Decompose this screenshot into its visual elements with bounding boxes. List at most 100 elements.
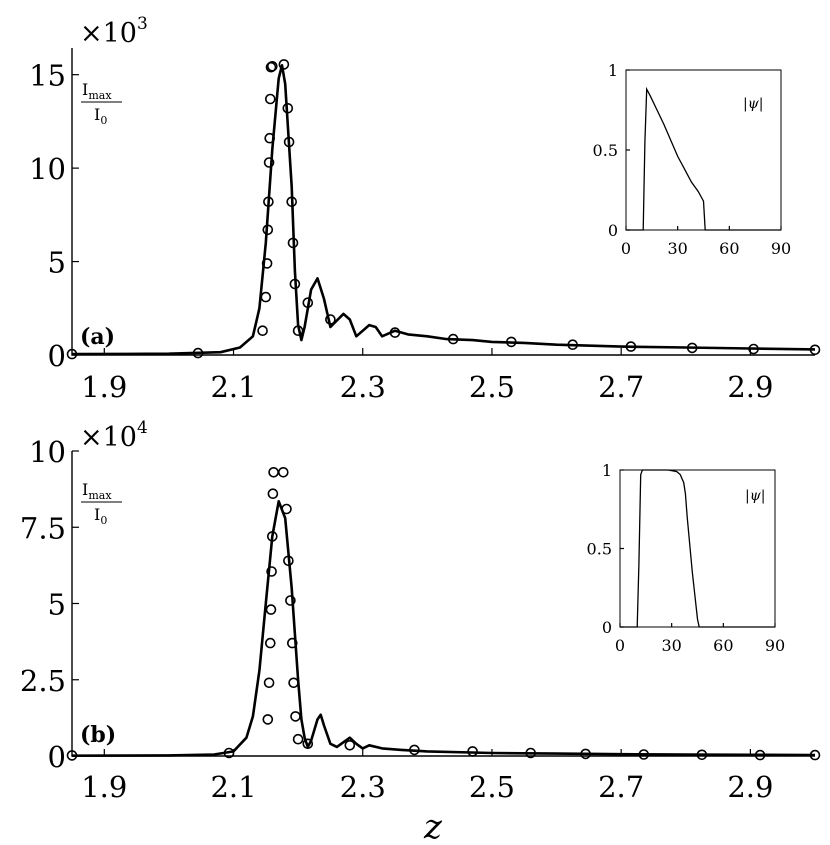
panel-a-data-point bbox=[325, 314, 336, 325]
panel-a-inset-y-tick-label: 0 bbox=[608, 221, 618, 240]
panel-a-x-tick-label: 2.5 bbox=[469, 370, 515, 404]
x-axis-label: z bbox=[423, 807, 443, 845]
panel-a-data-point bbox=[282, 103, 294, 114]
panel-b-inset: |ψ| 0 30 60 90 0 0.5 1 bbox=[587, 461, 786, 655]
panel-b-inset-curve bbox=[620, 469, 775, 628]
panel-b-y-tick-label: 5 bbox=[48, 588, 66, 622]
panel-a-data-point bbox=[287, 237, 299, 249]
panel-a-data-point bbox=[286, 196, 298, 208]
panel-b-data-point bbox=[409, 744, 420, 756]
panel-a-inset-x-tick-label: 60 bbox=[719, 239, 739, 258]
panel-b-data-point bbox=[288, 677, 299, 689]
panel-b-data-point bbox=[66, 750, 78, 761]
panel-b-x-tick-label: 2.9 bbox=[727, 770, 773, 804]
panel-a-data-point bbox=[625, 341, 637, 352]
panel-b-inset-x-tick-label: 30 bbox=[661, 636, 681, 655]
panel-a-data-point bbox=[283, 136, 295, 148]
panel-a-x-tick-label: 2.9 bbox=[727, 370, 773, 404]
panel-b-data-point bbox=[292, 733, 304, 745]
panel-a-data-point bbox=[302, 297, 314, 309]
panel-a-y-tick-label: 15 bbox=[29, 59, 66, 93]
panel-b-data-point bbox=[267, 488, 279, 500]
panel-a-data-point bbox=[292, 325, 304, 337]
panel-b-data-point bbox=[638, 749, 650, 760]
panel-b-x-tick-label: 2.3 bbox=[340, 770, 386, 804]
panel-b-data-point bbox=[302, 738, 314, 750]
panel-b-label: (b) bbox=[80, 722, 116, 748]
panel-b-x-ticks: 1.9 2.1 2.3 2.5 2.7 2.9 bbox=[81, 749, 773, 804]
panel-b-inset-x-tick-label: 90 bbox=[765, 636, 785, 655]
panel-b-inset-x-tick-label: 60 bbox=[713, 636, 733, 655]
panel-b-inset-y-tick-label: 0.5 bbox=[587, 540, 612, 559]
panel-b-data-point bbox=[277, 466, 289, 478]
panel-b-y-tick-label: 7.5 bbox=[20, 511, 66, 545]
panel-a-data-point bbox=[261, 258, 273, 269]
panel-b-inset-x-tick-label: 0 bbox=[615, 636, 625, 655]
panel-a-inset-y-tick-label: 1 bbox=[608, 61, 618, 80]
panel-b-exponent: ×104 bbox=[80, 418, 148, 453]
panel-b-x-tick-label: 2.1 bbox=[210, 770, 256, 804]
panel-b-x-tick-label: 2.5 bbox=[469, 770, 515, 804]
panel-b-inset-y-tick-label: 0 bbox=[602, 618, 612, 637]
panel-a-inset-curve bbox=[626, 86, 781, 231]
panel-b-data-point bbox=[754, 749, 766, 761]
panel-a-x-tick-label: 2.7 bbox=[598, 370, 644, 404]
panel-b-x-tick-label: 1.9 bbox=[81, 770, 127, 804]
panel-a-inset-ticks: 0 30 60 90 0 0.5 1 bbox=[593, 61, 792, 258]
panel-b-data-point bbox=[286, 637, 298, 649]
panel-a-inset-x-tick-label: 90 bbox=[771, 239, 791, 258]
panel-a-exponent: ×103 bbox=[80, 14, 148, 49]
panel-a-series-markers bbox=[66, 59, 821, 360]
panel-b-data-point bbox=[263, 677, 275, 689]
panel-b-inset-box bbox=[619, 469, 776, 628]
panel-a-data-point bbox=[289, 278, 301, 290]
panel-b-data-point bbox=[266, 566, 277, 577]
panel-b-data-point bbox=[265, 604, 277, 615]
panel-a-inset-x-tick-label: 0 bbox=[621, 239, 631, 258]
panel-b-x-tick-label: 2.7 bbox=[598, 770, 644, 804]
panel-a-data-point bbox=[260, 291, 272, 303]
panel-a-ylabel: Imax I0 bbox=[81, 80, 122, 127]
panel-a-data-point bbox=[257, 325, 268, 337]
panel-b-inset-ticks: 0 30 60 90 0 0.5 1 bbox=[587, 461, 786, 655]
panel-b-data-point bbox=[696, 749, 708, 761]
panel-a-data-point bbox=[263, 196, 274, 208]
panel-b-data-point bbox=[285, 595, 296, 606]
panel-a-y-tick-label: 0 bbox=[48, 339, 66, 373]
panel-a-series-line bbox=[71, 64, 816, 356]
panel-a-inset-x-tick-label: 30 bbox=[667, 239, 687, 258]
panel-a-y-ticks: 0 5 10 15 bbox=[29, 59, 79, 373]
panel-a-x-tick-label: 1.9 bbox=[81, 370, 127, 404]
panel-b-y-tick-label: 10 bbox=[29, 435, 66, 469]
panel-a-inset-label: |ψ| bbox=[743, 96, 763, 112]
panel-a-data-point bbox=[686, 342, 698, 354]
panel-a-data-point bbox=[278, 59, 290, 70]
panel-a-data-point bbox=[66, 348, 78, 360]
panel-a-data-point bbox=[567, 339, 579, 351]
panel-a-ylabel-numerator: Imax bbox=[82, 80, 112, 102]
panel-a-inset-y-tick-label: 0.5 bbox=[593, 141, 618, 160]
panel-a-data-point bbox=[266, 61, 278, 72]
panel-b-inset-y-tick-label: 1 bbox=[602, 461, 612, 480]
panel-a-data-point bbox=[809, 344, 821, 356]
panel-b-data-point bbox=[266, 531, 278, 542]
panel-b-series-markers bbox=[66, 466, 821, 761]
panel-a-inset: |ψ| 0 30 60 90 0 0.5 1 bbox=[593, 61, 792, 258]
panel-b-series-line bbox=[71, 500, 816, 757]
panel-b-ylabel-denominator: I0 bbox=[94, 505, 107, 527]
panel-b-data-point bbox=[467, 746, 478, 757]
panel-a-data-point bbox=[505, 336, 517, 348]
panel-a: ×103 Imax I0 (a) 1.9 2.1 2.3 2.5 2.7 2.9 0510… bbox=[29, 14, 821, 404]
panel-b-ylabel: Imax I0 bbox=[81, 480, 122, 527]
panel-b: ×104 Imax I0 (b) 1.9 2.1 2.3 2.5 2.7 2.9 0 2.5… bbox=[20, 418, 821, 804]
panel-a-ylabel-denominator: I0 bbox=[94, 105, 107, 127]
panel-a-y-tick-label: 5 bbox=[48, 246, 66, 280]
panel-a-x-tick-label: 2.3 bbox=[340, 370, 386, 404]
panel-b-inset-label: |ψ| bbox=[745, 488, 765, 504]
panel-a-data-point bbox=[447, 333, 459, 345]
panel-b-data-point bbox=[580, 748, 591, 760]
panel-b-ylabel-numerator: Imax bbox=[82, 480, 112, 502]
panel-b-y-tick-label: 0 bbox=[48, 740, 66, 774]
panel-b-data-point bbox=[344, 739, 356, 751]
